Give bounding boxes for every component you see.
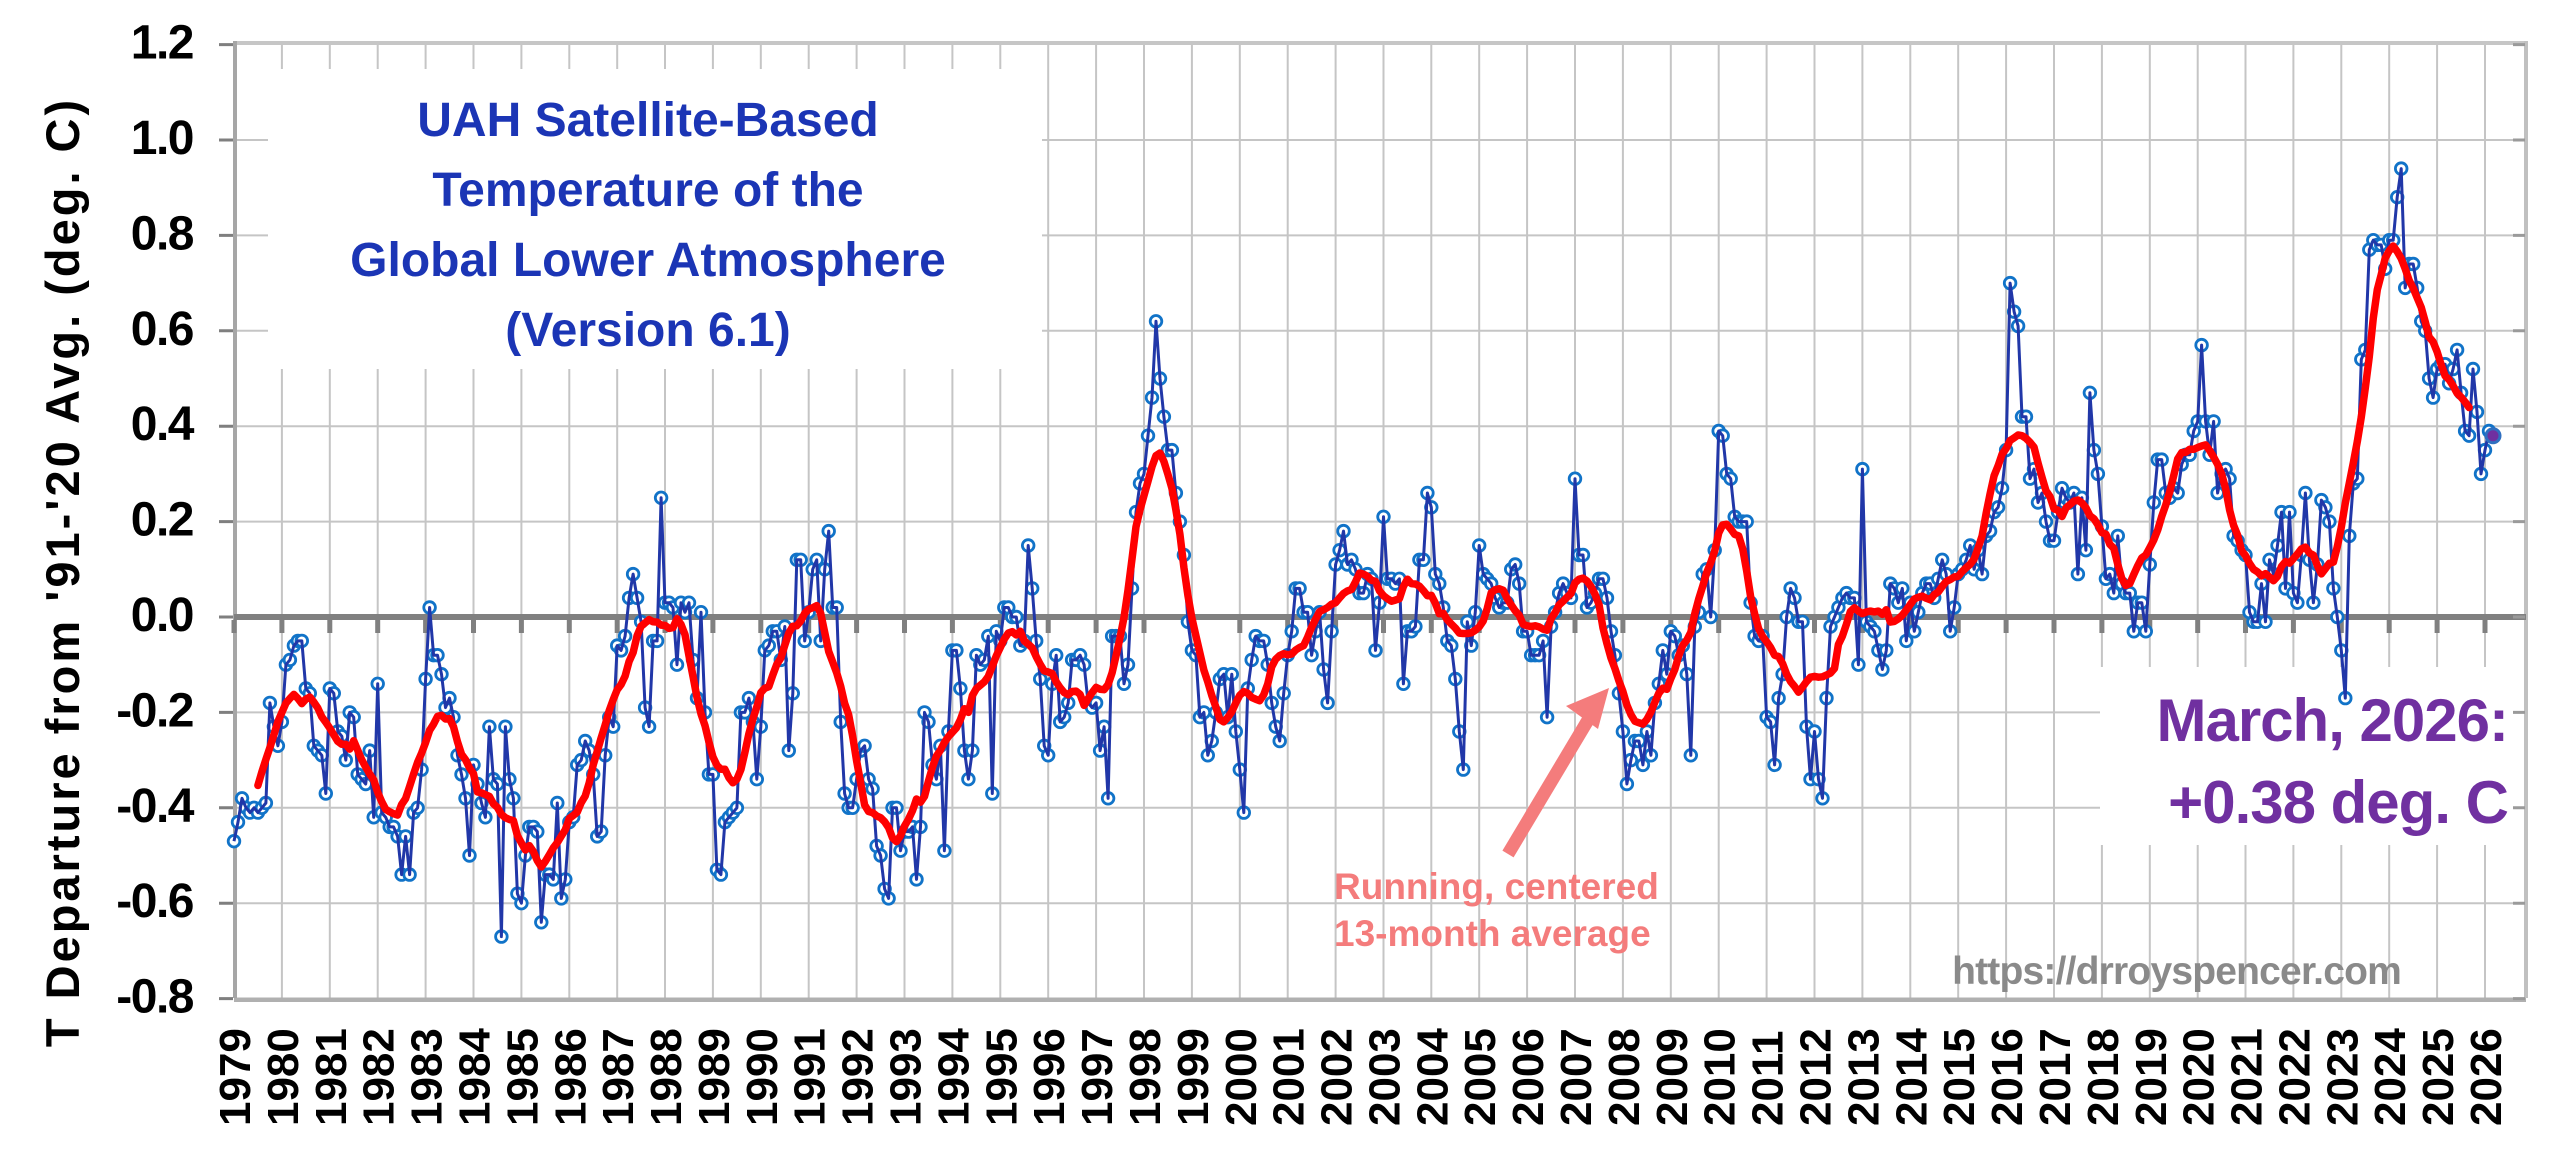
svg-text:2023: 2023 [2318, 1028, 2367, 1126]
svg-text:2001: 2001 [1265, 1028, 1314, 1126]
svg-text:1987: 1987 [594, 1028, 643, 1126]
svg-text:2021: 2021 [2223, 1028, 2272, 1126]
svg-text:2007: 2007 [1552, 1028, 1601, 1126]
svg-text:0.0: 0.0 [131, 589, 193, 642]
svg-text:2005: 2005 [1456, 1028, 1505, 1126]
svg-text:2024: 2024 [2366, 1028, 2415, 1126]
svg-text:0.6: 0.6 [131, 303, 193, 356]
svg-text:-0.4: -0.4 [116, 780, 195, 833]
svg-text:1.2: 1.2 [131, 17, 193, 70]
svg-text:2022: 2022 [2270, 1028, 2319, 1126]
svg-text:(Version 6.1): (Version 6.1) [505, 304, 790, 357]
svg-text:2009: 2009 [1648, 1028, 1697, 1126]
svg-text:2014: 2014 [1887, 1028, 1936, 1126]
svg-text:1993: 1993 [882, 1028, 931, 1126]
svg-text:0.2: 0.2 [131, 494, 193, 547]
svg-text:1998: 1998 [1121, 1028, 1170, 1126]
svg-text:2015: 2015 [1935, 1028, 1984, 1126]
svg-text:1986: 1986 [546, 1028, 595, 1126]
svg-text:March, 2026:: March, 2026: [2156, 687, 2508, 754]
svg-text:2004: 2004 [1408, 1028, 1457, 1126]
svg-text:2012: 2012 [1792, 1028, 1841, 1126]
svg-text:1989: 1989 [690, 1028, 739, 1126]
svg-text:T Departure from '91-'20 Avg.: T Departure from '91-'20 Avg. (deg. C) [36, 97, 89, 1047]
svg-text:UAH Satellite-Based: UAH Satellite-Based [417, 94, 878, 147]
svg-text:1982: 1982 [355, 1028, 404, 1126]
svg-text:1994: 1994 [929, 1028, 978, 1126]
svg-text:-0.2: -0.2 [116, 684, 193, 737]
svg-text:2011: 2011 [1744, 1031, 1793, 1126]
svg-text:1996: 1996 [1025, 1028, 1074, 1126]
svg-text:13-month average: 13-month average [1334, 913, 1651, 954]
svg-text:1999: 1999 [1169, 1028, 1218, 1126]
svg-text:1992: 1992 [834, 1028, 883, 1126]
svg-text:-0.6: -0.6 [116, 875, 193, 928]
svg-text:2016: 2016 [1983, 1028, 2032, 1126]
svg-text:1984: 1984 [451, 1028, 500, 1126]
svg-text:1988: 1988 [642, 1028, 691, 1126]
svg-text:2008: 2008 [1600, 1028, 1649, 1126]
svg-text:1981: 1981 [307, 1028, 356, 1126]
svg-text:2019: 2019 [2127, 1028, 2176, 1126]
svg-text:-0.8: -0.8 [116, 971, 194, 1024]
svg-text:1979: 1979 [211, 1028, 260, 1126]
svg-text:1.0: 1.0 [131, 112, 193, 165]
svg-text:2020: 2020 [2175, 1028, 2224, 1126]
svg-text:2010: 2010 [1696, 1028, 1745, 1126]
svg-text:Global Lower Atmosphere: Global Lower Atmosphere [350, 234, 946, 287]
svg-text:2017: 2017 [2031, 1028, 2080, 1126]
svg-text:2026: 2026 [2462, 1028, 2511, 1126]
svg-text:Running, centered: Running, centered [1334, 866, 1659, 907]
svg-text:1985: 1985 [498, 1028, 547, 1126]
svg-text:https://drroyspencer.com: https://drroyspencer.com [1952, 950, 2401, 993]
svg-text:2025: 2025 [2414, 1028, 2463, 1126]
svg-text:2002: 2002 [1313, 1028, 1362, 1126]
svg-text:1980: 1980 [259, 1028, 308, 1126]
svg-text:2018: 2018 [2079, 1028, 2128, 1126]
svg-text:1997: 1997 [1073, 1028, 1122, 1126]
svg-text:2006: 2006 [1504, 1028, 1553, 1126]
svg-text:2000: 2000 [1217, 1028, 1266, 1126]
svg-text:Temperature of the: Temperature of the [432, 164, 863, 217]
svg-text:1991: 1991 [786, 1028, 835, 1126]
svg-text:1990: 1990 [738, 1028, 787, 1126]
svg-text:2013: 2013 [1839, 1028, 1888, 1126]
svg-text:0.8: 0.8 [131, 207, 194, 260]
svg-text:0.4: 0.4 [131, 398, 195, 451]
svg-text:1983: 1983 [403, 1028, 452, 1126]
svg-text:1995: 1995 [977, 1028, 1026, 1126]
svg-text:+0.38 deg. C: +0.38 deg. C [2168, 769, 2508, 836]
svg-text:2003: 2003 [1361, 1028, 1410, 1126]
